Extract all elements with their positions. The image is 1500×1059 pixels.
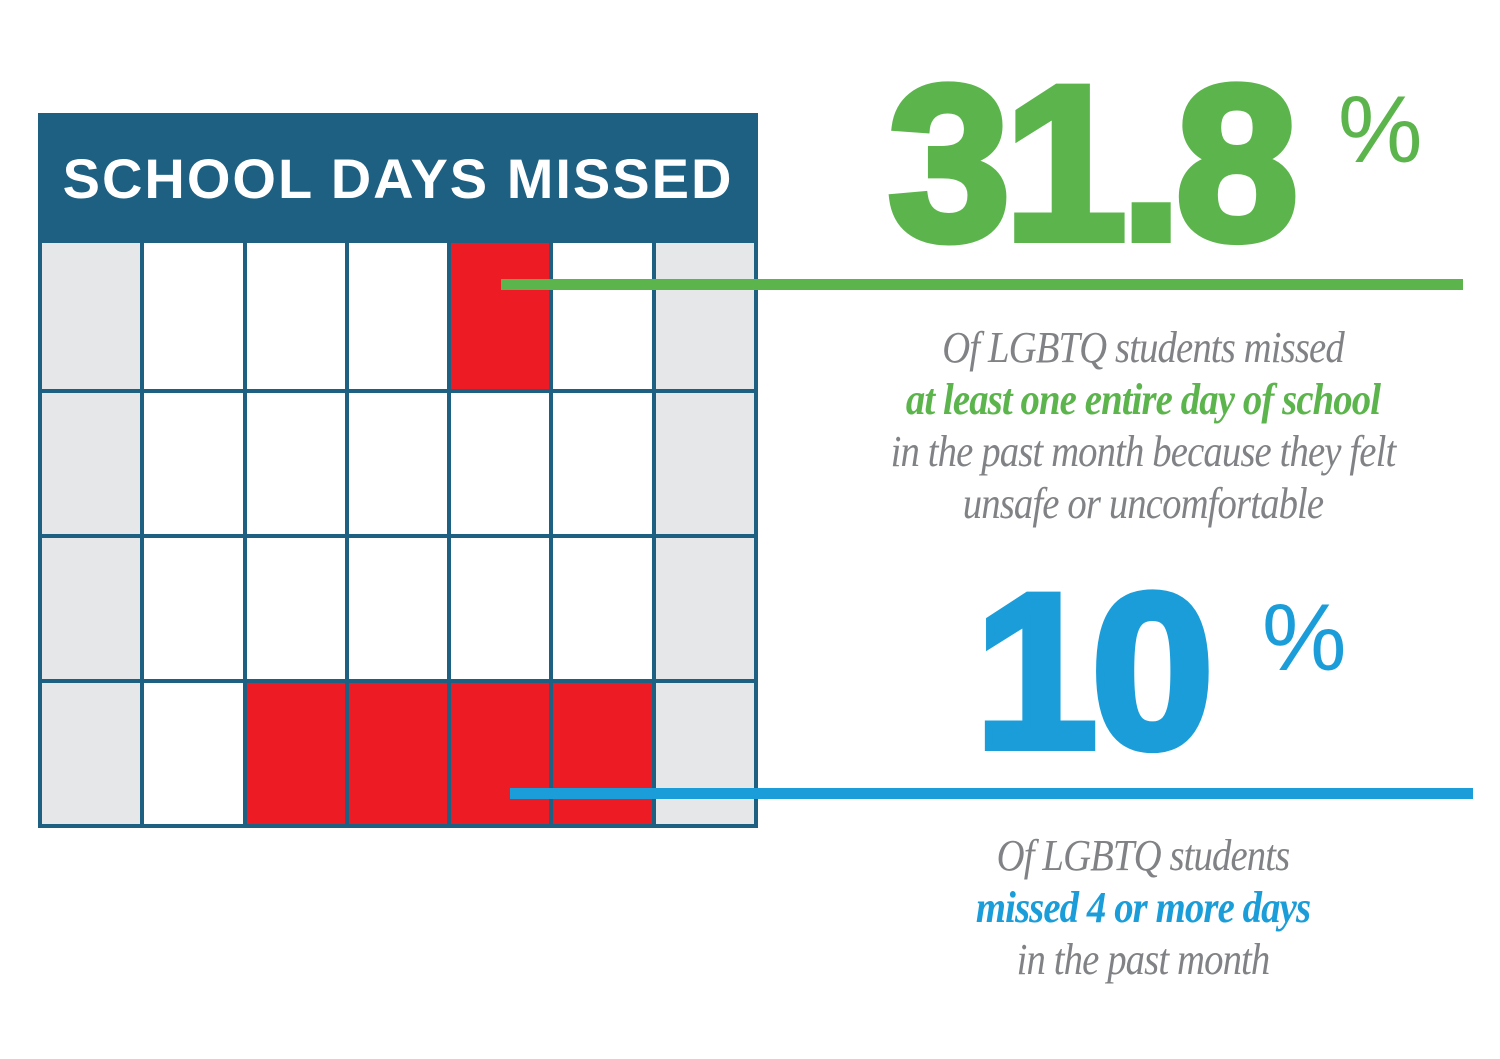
calendar-cell-weekend (655, 537, 754, 679)
green-connector-line (501, 279, 1463, 290)
calendar-cell-day (348, 537, 448, 679)
stat-caption-one-day: Of LGBTQ students missed at least one en… (835, 322, 1451, 530)
calendar-cell-day (246, 537, 345, 679)
stat-percent-sign-one-day: % (1338, 77, 1423, 183)
calendar-cell-missed (451, 243, 550, 389)
caption-line: Of LGBTQ students missed (942, 323, 1344, 372)
calendar-cell-weekend (42, 537, 141, 679)
calendar-cell-day (144, 682, 243, 824)
caption-line-emphasis: at least one entire day of school (905, 375, 1381, 424)
caption-line: in the past month because they felt (890, 427, 1397, 476)
calendar-cell-weekend (655, 392, 754, 534)
calendar-cell-day (348, 243, 448, 389)
caption-line: Of LGBTQ students (996, 831, 1291, 880)
calendar-cell-day (144, 537, 243, 679)
caption-line: in the past month (1016, 935, 1271, 984)
calendar-cell-day (553, 243, 652, 389)
calendar-cell-weekend (42, 682, 141, 824)
stat-caption-four-days: Of LGBTQ students missed 4 or more days … (835, 830, 1451, 986)
calendar-cell-day (451, 537, 550, 679)
calendar-cell-day (246, 243, 345, 389)
calendar-cell-weekend (42, 243, 141, 389)
calendar: SCHOOL DAYS MISSED (38, 113, 758, 828)
stat-value-four-days: 10 (971, 548, 1218, 794)
stat-percent-sign-four-days: % (1262, 585, 1347, 691)
calendar-cell-day (553, 537, 652, 679)
calendar-cell-weekend (655, 243, 754, 389)
calendar-cell-missed (246, 682, 345, 824)
caption-line-emphasis: missed 4 or more days (975, 883, 1311, 932)
calendar-cell-weekend (42, 392, 141, 534)
calendar-cell-missed (348, 682, 448, 824)
calendar-cell-day (246, 392, 345, 534)
calendar-title: SCHOOL DAYS MISSED (62, 146, 734, 210)
calendar-cell-weekend (655, 682, 754, 824)
stat-value-one-day: 31.8 (884, 40, 1302, 286)
calendar-cell-day (144, 392, 243, 534)
calendar-cell-day (348, 392, 448, 534)
calendar-grid (38, 243, 758, 828)
blue-connector-line (510, 788, 1473, 799)
calendar-cell-day (451, 392, 550, 534)
calendar-cell-missed (553, 682, 652, 824)
calendar-cell-day (144, 243, 243, 389)
caption-line: unsafe or uncomfortable (962, 479, 1324, 528)
calendar-cell-day (553, 392, 652, 534)
calendar-cell-missed (451, 682, 550, 824)
